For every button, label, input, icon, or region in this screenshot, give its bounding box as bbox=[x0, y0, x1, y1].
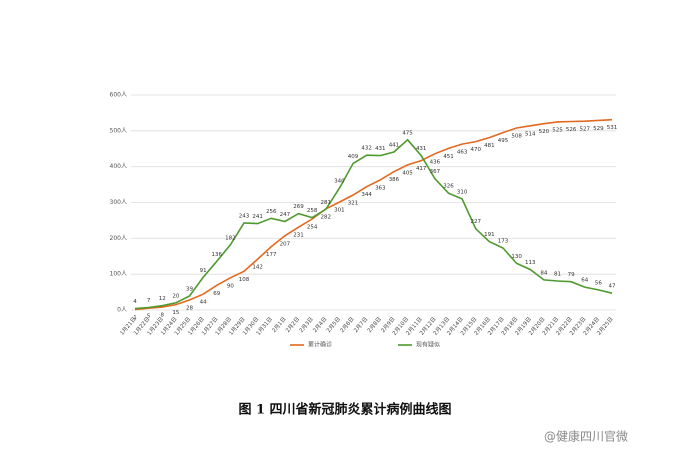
y-tick-label: 100人 bbox=[110, 271, 127, 278]
data-label: 84 bbox=[540, 270, 547, 276]
data-label: 44 bbox=[200, 300, 207, 306]
data-label: 417 bbox=[416, 166, 427, 172]
data-label: 409 bbox=[348, 154, 359, 160]
data-label: 495 bbox=[498, 138, 509, 144]
data-label: 475 bbox=[402, 130, 413, 136]
data-label: 529 bbox=[593, 126, 604, 132]
y-tick-label: 300人 bbox=[110, 199, 127, 206]
data-label: 108 bbox=[239, 277, 250, 283]
data-label: 81 bbox=[554, 271, 561, 277]
data-label: 508 bbox=[511, 133, 522, 139]
data-label: 113 bbox=[525, 260, 536, 266]
data-label: 405 bbox=[402, 170, 413, 176]
data-label: 254 bbox=[307, 224, 318, 230]
data-label: 436 bbox=[430, 159, 441, 165]
data-label: 514 bbox=[525, 131, 536, 137]
data-label: 367 bbox=[430, 169, 441, 175]
watermark: @健康四川官微 bbox=[544, 429, 628, 444]
data-label: 182 bbox=[225, 235, 236, 241]
data-label: 520 bbox=[539, 129, 550, 135]
y-tick-label: 0人 bbox=[117, 307, 127, 314]
data-label: 90 bbox=[227, 283, 234, 289]
data-label: 191 bbox=[484, 232, 495, 238]
data-label: 258 bbox=[307, 208, 318, 214]
data-label: 79 bbox=[568, 272, 575, 278]
data-label: 256 bbox=[266, 209, 277, 215]
data-label: 177 bbox=[266, 252, 277, 258]
data-label: 431 bbox=[416, 146, 427, 152]
data-label: 340 bbox=[334, 179, 345, 185]
data-label: 386 bbox=[389, 177, 400, 183]
data-label: 69 bbox=[213, 291, 220, 297]
series-line bbox=[134, 118, 613, 311]
data-label: 321 bbox=[348, 200, 359, 206]
data-label: 310 bbox=[457, 189, 468, 195]
data-label: 281 bbox=[321, 200, 332, 206]
data-label: 5 bbox=[147, 314, 151, 320]
data-label: 173 bbox=[498, 239, 509, 245]
data-label: 4 bbox=[133, 299, 137, 305]
data-label: 28 bbox=[186, 305, 193, 311]
data-label: 91 bbox=[200, 268, 207, 274]
data-label: 20 bbox=[172, 293, 179, 299]
data-label: 47 bbox=[609, 284, 616, 290]
data-label: 142 bbox=[252, 265, 263, 271]
data-label: 207 bbox=[280, 241, 291, 247]
data-label: 241 bbox=[252, 214, 263, 220]
data-label: 243 bbox=[239, 213, 250, 219]
data-label: 432 bbox=[361, 146, 372, 152]
data-label: 525 bbox=[552, 127, 563, 133]
data-label: 136 bbox=[212, 252, 223, 258]
data-label: 231 bbox=[293, 233, 304, 239]
data-label: 463 bbox=[457, 150, 468, 156]
caption: 图 1 四川省新冠肺炎累计病例曲线图 bbox=[238, 402, 451, 418]
data-label: 481 bbox=[484, 143, 495, 149]
data-label: 39 bbox=[186, 287, 193, 293]
data-label: 531 bbox=[607, 125, 618, 131]
data-label: 470 bbox=[470, 147, 481, 153]
data-label: 130 bbox=[511, 254, 522, 260]
data-label: 8 bbox=[161, 313, 165, 319]
data-label: 451 bbox=[443, 154, 454, 160]
legend-label: 累计确诊 bbox=[308, 341, 332, 349]
data-label: 7 bbox=[147, 298, 151, 304]
y-tick-label: 400人 bbox=[110, 163, 127, 170]
data-label: 247 bbox=[280, 212, 291, 218]
y-tick-label: 500人 bbox=[110, 127, 127, 134]
data-label: 363 bbox=[375, 185, 386, 191]
y-tick-label: 600人 bbox=[110, 92, 127, 99]
data-label: 441 bbox=[389, 142, 400, 148]
data-label: 269 bbox=[293, 204, 304, 210]
data-label: 1 bbox=[133, 315, 137, 321]
data-label: 527 bbox=[579, 127, 590, 133]
data-label: 301 bbox=[334, 208, 345, 214]
data-label: 282 bbox=[321, 214, 332, 220]
series-line bbox=[134, 138, 613, 310]
data-label: 526 bbox=[566, 127, 577, 133]
data-label: 326 bbox=[443, 184, 454, 190]
data-label: 344 bbox=[361, 192, 372, 198]
data-label: 12 bbox=[159, 296, 166, 302]
data-label: 56 bbox=[595, 280, 602, 286]
data-label: 431 bbox=[375, 146, 386, 152]
data-label: 64 bbox=[581, 278, 588, 284]
legend-label: 现有疑似 bbox=[416, 341, 440, 349]
data-label: 227 bbox=[470, 219, 481, 225]
y-tick-label: 200人 bbox=[110, 235, 127, 242]
data-label: 15 bbox=[172, 310, 179, 316]
